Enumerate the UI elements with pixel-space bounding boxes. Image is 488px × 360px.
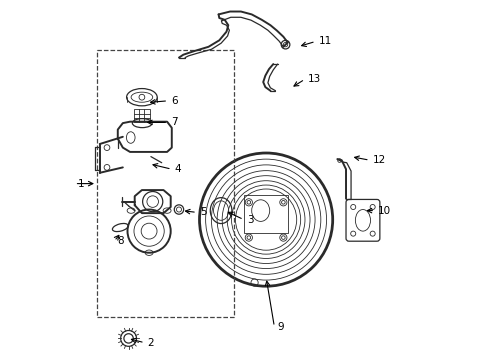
Text: 12: 12 [372,155,385,165]
Text: 5: 5 [200,207,206,217]
Bar [134,109,149,122]
Text: 6: 6 [171,96,177,106]
Text: 3: 3 [246,215,253,225]
Text: 11: 11 [318,36,331,46]
Text: 2: 2 [147,338,154,348]
Text: 4: 4 [174,164,181,174]
Text: 9: 9 [277,322,284,332]
Text: 1: 1 [77,179,84,189]
Text: 8: 8 [117,236,123,246]
Text: 7: 7 [171,117,177,127]
Bar [97,50,233,317]
Text: 13: 13 [307,74,321,84]
Text: 10: 10 [377,206,390,216]
Bar [244,195,287,233]
